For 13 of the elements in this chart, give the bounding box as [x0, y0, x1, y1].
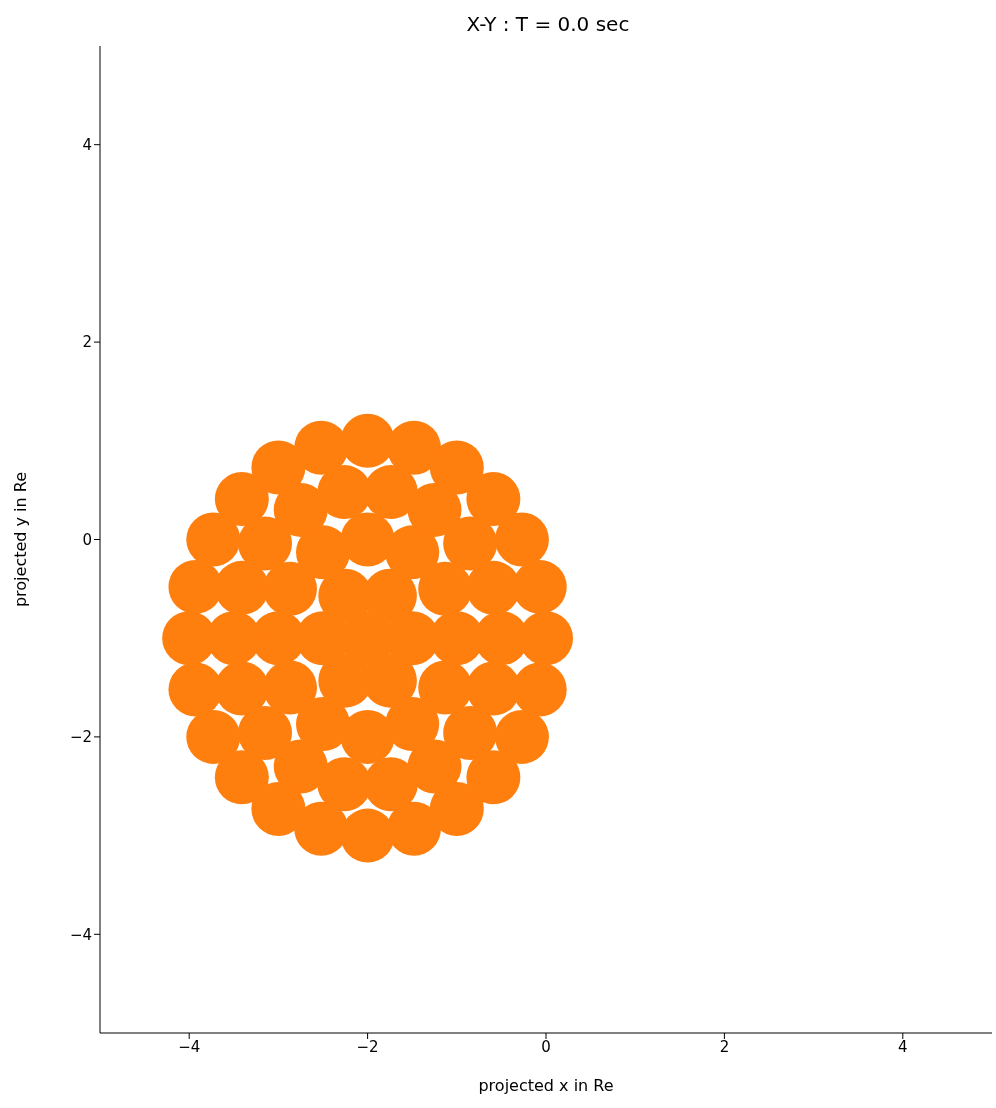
y-tick-label: −2	[69, 728, 92, 747]
x-tick-label: 4	[898, 1037, 908, 1056]
chart-title: X-Y : T = 0.0 sec	[465, 11, 631, 38]
y-tick-label: 0	[82, 530, 92, 549]
y-tick-label: −4	[69, 925, 92, 944]
x-tick-label: 2	[719, 1037, 730, 1056]
x-tick-label: 0	[541, 1037, 551, 1056]
x-axis-title: projected x in Re	[478, 1076, 614, 1095]
y-tick-label: 4	[82, 136, 92, 155]
y-tick-label: 2	[82, 333, 92, 352]
x-tick-label: −2	[356, 1037, 379, 1056]
x-tick-label: −4	[178, 1037, 201, 1056]
y-axis-title: projected y in Re	[10, 471, 30, 608]
